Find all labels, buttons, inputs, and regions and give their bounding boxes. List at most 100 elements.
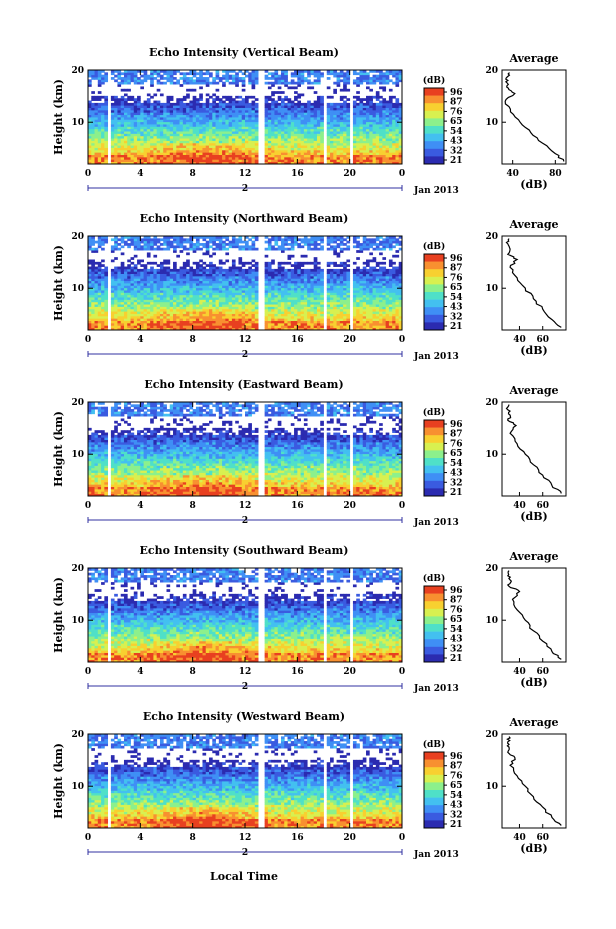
heatmap-cell — [372, 77, 377, 80]
heatmap-cell — [146, 161, 151, 165]
heatmap-cell — [195, 112, 200, 116]
heatmap-cell — [231, 152, 236, 155]
heatmap-cell — [231, 133, 236, 137]
heatmap-cell — [245, 299, 249, 303]
heatmap-cell — [343, 100, 347, 104]
heatmap-cell — [366, 149, 370, 153]
heatmap-cell — [248, 126, 252, 130]
heatmap-cell — [300, 124, 305, 127]
heatmap-cell — [192, 245, 197, 249]
heatmap-cell — [205, 306, 210, 310]
heatmap-cell — [205, 297, 210, 300]
heatmap-cell — [254, 117, 259, 120]
heatmap-cell — [143, 124, 148, 127]
heatmap-cell — [388, 119, 393, 123]
heatmap-cell — [310, 70, 315, 73]
heatmap-cell — [264, 240, 269, 244]
heatmap-cell — [202, 77, 207, 80]
heatmap-cell — [336, 135, 341, 139]
heatmap-cell — [362, 107, 367, 111]
heatmap-cell — [343, 77, 347, 80]
heatmap-cell — [352, 95, 357, 99]
heatmap-cell — [192, 285, 197, 289]
heatmap-cell — [267, 311, 272, 314]
heatmap-cell — [110, 250, 115, 253]
heatmap-cell — [146, 159, 151, 163]
heatmap-cell — [143, 240, 148, 244]
heatmap-cell — [192, 121, 197, 125]
heatmap-cell — [245, 117, 249, 120]
heatmap-cell — [231, 325, 236, 329]
heatmap-cell — [117, 105, 122, 108]
heatmap-cell — [205, 100, 210, 104]
heatmap-cell — [123, 311, 128, 314]
heatmap-cell — [143, 119, 148, 123]
heatmap-cell — [382, 142, 387, 146]
heatmap-cell — [182, 318, 187, 321]
heatmap-cell — [189, 161, 194, 165]
heatmap-cell — [179, 154, 184, 158]
heatmap-cell — [251, 247, 256, 251]
heatmap-cell — [330, 124, 334, 127]
heatmap-cell — [382, 149, 387, 153]
heatmap-cell — [395, 121, 400, 125]
heatmap-cell — [330, 152, 334, 155]
heatmap-cell — [166, 109, 171, 113]
heatmap-cell — [238, 266, 243, 270]
heatmap-cell — [222, 107, 226, 111]
heatmap-cell — [316, 161, 321, 165]
heatmap-cell — [271, 285, 275, 289]
heatmap-cell — [330, 70, 334, 73]
heatmap-cell — [88, 135, 92, 139]
heatmap-cell — [238, 285, 243, 289]
heatmap-cell — [104, 133, 109, 137]
heatmap-cell — [271, 112, 275, 116]
heatmap-cell — [163, 280, 167, 284]
heatmap-cell — [202, 315, 207, 319]
heatmap-cell — [182, 313, 187, 317]
heatmap-cell — [97, 112, 102, 116]
heatmap-cell — [117, 161, 122, 165]
heatmap-cell — [369, 147, 373, 151]
heatmap-cell — [362, 98, 367, 101]
heatmap-cell — [385, 152, 390, 155]
heatmap-cell — [163, 322, 167, 326]
heatmap-cell — [117, 294, 122, 298]
heatmap-cell — [392, 109, 396, 113]
heatmap-cell — [88, 74, 92, 78]
heatmap-cell — [215, 114, 220, 118]
heatmap-cell — [222, 133, 226, 137]
heatmap-cell — [146, 124, 151, 127]
heatmap-cell — [382, 107, 387, 111]
heatmap-cell — [199, 318, 203, 321]
heatmap-cell — [251, 126, 256, 130]
heatmap-cell — [251, 154, 256, 158]
heatmap-cell — [133, 79, 138, 83]
heatmap-cell — [173, 81, 177, 85]
heatmap-cell — [352, 70, 357, 73]
heatmap-cell — [222, 236, 226, 239]
heatmap-cell — [114, 315, 118, 319]
heatmap-cell — [130, 301, 135, 305]
heatmap-cell — [156, 154, 161, 158]
heatmap-cell — [186, 156, 190, 160]
heatmap-cell — [277, 109, 282, 113]
heatmap-cell — [159, 290, 164, 293]
heatmap-cell — [88, 128, 92, 132]
heatmap-cell — [392, 107, 396, 111]
heatmap-cell — [264, 77, 269, 80]
heatmap-cell — [186, 124, 190, 127]
heatmap-cell — [235, 238, 239, 242]
heatmap-cell — [284, 236, 288, 239]
heatmap-cell — [316, 102, 321, 106]
heatmap-cell — [127, 131, 131, 134]
heatmap-cell — [114, 154, 118, 158]
heatmap-cell — [130, 161, 135, 165]
heatmap-cell — [209, 299, 213, 303]
heatmap-cell — [169, 145, 174, 148]
heatmap-cell — [218, 107, 223, 111]
heatmap-cell — [379, 135, 383, 139]
heatmap-cell — [114, 285, 118, 289]
heatmap-cell — [248, 161, 252, 165]
heatmap-cell — [395, 135, 400, 139]
